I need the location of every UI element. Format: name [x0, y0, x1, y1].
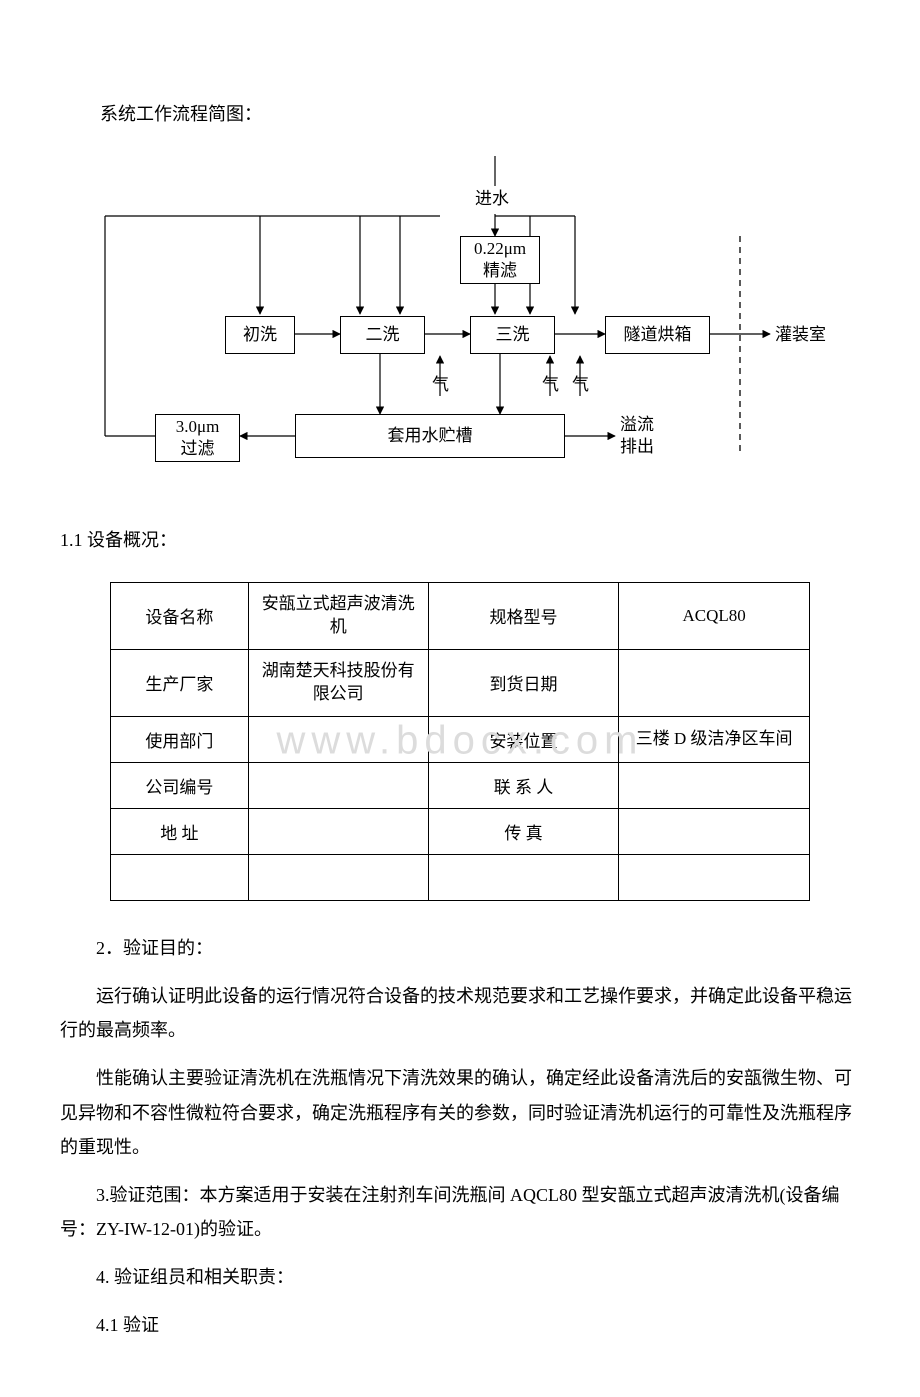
table-row: 地 址 传 真 [111, 808, 810, 854]
node-sanxi: 三洗 [470, 316, 555, 354]
cell-empty [619, 854, 810, 900]
cell-empty [111, 854, 249, 900]
cell-label: 使用部门 [111, 716, 249, 762]
cell-label: 生产厂家 [111, 649, 249, 716]
cell-value [619, 649, 810, 716]
suidao-text: 隧道烘箱 [624, 324, 692, 346]
label-guanzhuang: 灌装室 [775, 324, 826, 346]
section-3: 3.验证范围：本方案适用于安装在注射剂车间洗瓶间 AQCL80 型安瓿立式超声波… [60, 1178, 860, 1246]
cell-label: 地 址 [111, 808, 249, 854]
label-yiliu: 溢流 排出 [620, 414, 654, 458]
node-zhucao: 套用水贮槽 [295, 414, 565, 458]
cell-value [248, 716, 428, 762]
diagram-title: 系统工作流程简图： [100, 100, 860, 126]
overview-heading: 1.1 设备概况： [60, 526, 860, 552]
yiliu-l2: 排出 [620, 436, 654, 458]
cell-label: 规格型号 [428, 583, 619, 650]
node-jinglv: 0.22μm 精滤 [460, 236, 540, 284]
jinglv-l2: 精滤 [483, 260, 517, 282]
section-4: 4. 验证组员和相关职责： [60, 1260, 860, 1294]
chuxi-text: 初洗 [243, 324, 277, 346]
section-2-title: 2．验证目的： [60, 931, 860, 965]
section-41: 4.1 验证 [60, 1308, 860, 1342]
guolv-l2: 过滤 [181, 438, 215, 460]
cell-value: 三楼 D 级洁净区车间 [619, 716, 810, 762]
erxi-text: 二洗 [366, 324, 400, 346]
cell-value [248, 762, 428, 808]
node-suidao: 隧道烘箱 [605, 316, 710, 354]
cell-label: 安装位置 [428, 716, 619, 762]
flow-diagram: 进水 0.22μm 精滤 初洗 二洗 三洗 隧道烘箱 灌装室 气 气 气 3.0… [70, 156, 850, 486]
cell-value: 湖南楚天科技股份有限公司 [248, 649, 428, 716]
jinglv-l1: 0.22μm [474, 238, 526, 260]
section-2-p2: 性能确认主要验证清洗机在洗瓶情况下清洗效果的确认，确定经此设备清洗后的安瓿微生物… [60, 1061, 860, 1164]
cell-label: 传 真 [428, 808, 619, 854]
cell-label: 到货日期 [428, 649, 619, 716]
label-qi-3: 气 [572, 374, 589, 396]
cell-value [619, 762, 810, 808]
guolv-l1: 3.0μm [176, 416, 220, 438]
section-2-p1: 运行确认证明此设备的运行情况符合设备的技术规范要求和工艺操作要求，并确定此设备平… [60, 979, 860, 1047]
label-jinshui: 进水 [475, 188, 509, 210]
cell-label: 设备名称 [111, 583, 249, 650]
table-row: 生产厂家 湖南楚天科技股份有限公司 到货日期 [111, 649, 810, 716]
cell-value [619, 808, 810, 854]
sanxi-text: 三洗 [496, 324, 530, 346]
cell-empty [248, 854, 428, 900]
table-row [111, 854, 810, 900]
cell-empty [428, 854, 619, 900]
table-row: 使用部门 安装位置 三楼 D 级洁净区车间 [111, 716, 810, 762]
cell-label: 联 系 人 [428, 762, 619, 808]
cell-value: ACQL80 [619, 583, 810, 650]
node-guolv: 3.0μm 过滤 [155, 414, 240, 462]
label-qi-2: 气 [542, 374, 559, 396]
cell-value [248, 808, 428, 854]
node-erxi: 二洗 [340, 316, 425, 354]
cell-label: 公司编号 [111, 762, 249, 808]
overview-table: 设备名称 安瓿立式超声波清洗机 规格型号 ACQL80 生产厂家 湖南楚天科技股… [110, 582, 810, 901]
zhucao-text: 套用水贮槽 [388, 425, 473, 447]
overview-table-wrap: www.bdocx.com 设备名称 安瓿立式超声波清洗机 规格型号 ACQL8… [60, 582, 860, 901]
label-qi-1: 气 [432, 374, 449, 396]
cell-value: 安瓿立式超声波清洗机 [248, 583, 428, 650]
table-row: 公司编号 联 系 人 [111, 762, 810, 808]
table-row: 设备名称 安瓿立式超声波清洗机 规格型号 ACQL80 [111, 583, 810, 650]
node-chuxi: 初洗 [225, 316, 295, 354]
yiliu-l1: 溢流 [620, 414, 654, 436]
